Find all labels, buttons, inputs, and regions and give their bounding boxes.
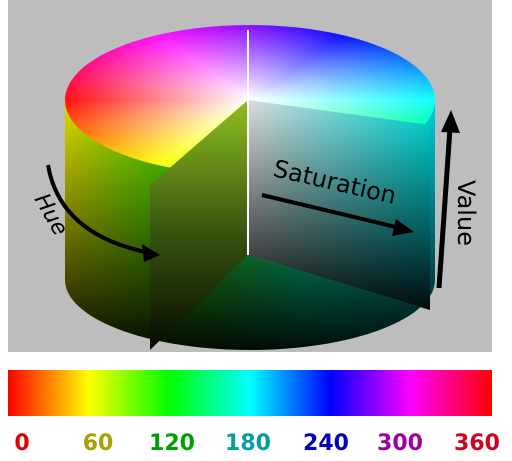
scale-label: 120 xyxy=(149,431,195,456)
scale-label: 300 xyxy=(377,431,423,456)
cut-right-shade xyxy=(248,100,430,310)
hue-arrow xyxy=(46,164,151,255)
value-label: Value xyxy=(452,180,480,246)
scale-label: 240 xyxy=(303,431,349,456)
value-arrow xyxy=(436,127,453,289)
scale-label: 0 xyxy=(14,431,29,456)
value-arrowhead xyxy=(441,110,460,133)
saturation-arrowhead xyxy=(392,219,414,236)
cut-left-face xyxy=(150,100,248,350)
hue-scale: 0 60 120 180 240 300 360 xyxy=(14,431,500,456)
hue-label: Hue xyxy=(29,189,73,240)
hue-bar xyxy=(8,370,492,416)
hue-arrowhead xyxy=(142,244,160,262)
scale-label: 180 xyxy=(225,431,271,456)
scale-label: 360 xyxy=(454,431,500,456)
saturation-arrow xyxy=(261,193,401,230)
scale-label: 60 xyxy=(83,431,114,456)
